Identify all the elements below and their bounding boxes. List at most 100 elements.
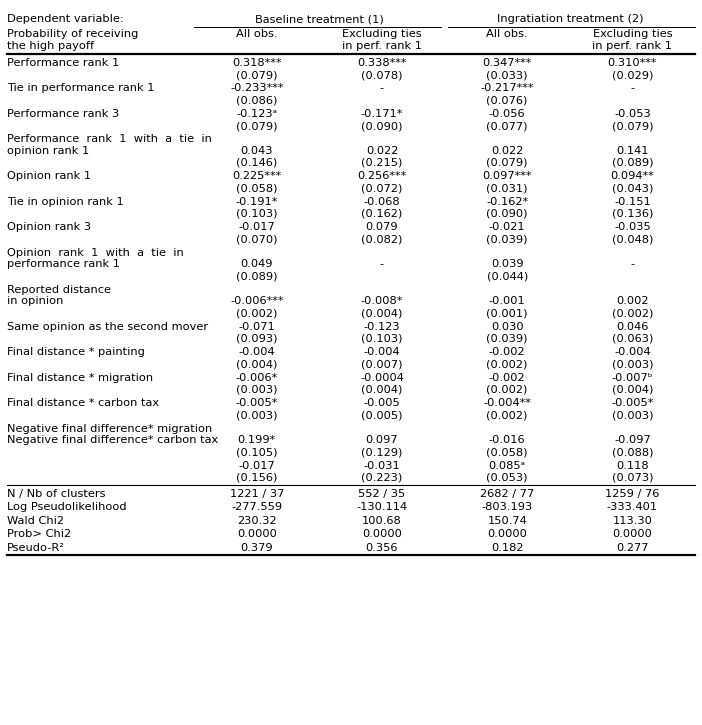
Text: (0.003): (0.003) <box>236 410 277 420</box>
Text: All obs.: All obs. <box>486 29 528 39</box>
Text: -0.071: -0.071 <box>239 322 275 331</box>
Text: -: - <box>630 260 635 269</box>
Text: -: - <box>380 83 384 94</box>
Text: 0.141: 0.141 <box>616 146 649 156</box>
Text: -0.151: -0.151 <box>614 197 651 207</box>
Text: 0.338***: 0.338*** <box>357 58 406 68</box>
Text: 0.256***: 0.256*** <box>357 171 406 181</box>
Text: -0.233***: -0.233*** <box>230 83 284 94</box>
Text: (0.103): (0.103) <box>236 209 277 219</box>
Text: (0.215): (0.215) <box>362 158 403 168</box>
Text: (0.063): (0.063) <box>611 334 653 344</box>
Text: (0.002): (0.002) <box>486 385 528 394</box>
Text: -0.005: -0.005 <box>364 398 400 408</box>
Text: (0.089): (0.089) <box>611 158 653 168</box>
Text: 0.043: 0.043 <box>241 146 273 156</box>
Text: -: - <box>630 83 635 94</box>
Text: (0.003): (0.003) <box>236 385 277 394</box>
Text: (0.146): (0.146) <box>236 158 277 168</box>
Text: -0.017: -0.017 <box>239 223 275 233</box>
Text: (0.089): (0.089) <box>236 271 277 281</box>
Text: Reported distance: Reported distance <box>7 285 111 295</box>
Text: (0.079): (0.079) <box>611 121 653 131</box>
Text: (0.090): (0.090) <box>486 209 528 219</box>
Text: 0.347***: 0.347*** <box>482 58 532 68</box>
Text: Excluding ties: Excluding ties <box>342 29 422 39</box>
Text: 0.379: 0.379 <box>241 543 273 552</box>
Text: (0.003): (0.003) <box>611 359 653 369</box>
Text: Tie in opinion rank 1: Tie in opinion rank 1 <box>7 197 124 207</box>
Text: (0.103): (0.103) <box>362 334 403 344</box>
Text: (0.007): (0.007) <box>362 359 403 369</box>
Text: (0.004): (0.004) <box>362 308 403 318</box>
Text: -0.017: -0.017 <box>239 460 275 471</box>
Text: (0.043): (0.043) <box>611 183 653 194</box>
Text: -130.114: -130.114 <box>357 502 408 513</box>
Text: (0.031): (0.031) <box>486 183 528 194</box>
Text: in opinion: in opinion <box>7 297 63 306</box>
Text: -0.005*: -0.005* <box>611 398 654 408</box>
Text: Ingratiation treatment (2): Ingratiation treatment (2) <box>496 14 643 25</box>
Text: -0.002: -0.002 <box>489 347 526 357</box>
Text: (0.090): (0.090) <box>362 121 403 131</box>
Text: 0.0000: 0.0000 <box>612 529 652 539</box>
Text: Opinion rank 1: Opinion rank 1 <box>7 171 91 181</box>
Text: (0.004): (0.004) <box>611 385 653 394</box>
Text: 0.049: 0.049 <box>241 260 273 269</box>
Text: -0.0004: -0.0004 <box>360 373 404 383</box>
Text: (0.223): (0.223) <box>362 473 402 483</box>
Text: -0.053: -0.053 <box>614 109 651 119</box>
Text: Excluding ties: Excluding ties <box>592 29 673 39</box>
Text: 100.68: 100.68 <box>362 515 402 526</box>
Text: 1221 / 37: 1221 / 37 <box>230 489 284 499</box>
Text: 230.32: 230.32 <box>237 515 277 526</box>
Text: 0.094**: 0.094** <box>611 171 654 181</box>
Text: (0.033): (0.033) <box>486 70 528 80</box>
Text: 0.002: 0.002 <box>616 297 649 306</box>
Text: 0.097: 0.097 <box>366 435 398 445</box>
Text: Prob> Chi2: Prob> Chi2 <box>7 529 71 539</box>
Text: 2682 / 77: 2682 / 77 <box>480 489 534 499</box>
Text: (0.003): (0.003) <box>611 410 653 420</box>
Text: Pseudo-R²: Pseudo-R² <box>7 543 65 552</box>
Text: (0.079): (0.079) <box>236 70 277 80</box>
Text: 0.277: 0.277 <box>616 543 649 552</box>
Text: in perf. rank 1: in perf. rank 1 <box>592 41 673 51</box>
Text: Negative final difference* carbon tax: Negative final difference* carbon tax <box>7 435 218 445</box>
Text: -0.123: -0.123 <box>364 322 400 331</box>
Text: 0.0000: 0.0000 <box>237 529 277 539</box>
Text: (0.129): (0.129) <box>362 447 403 457</box>
Text: -0.031: -0.031 <box>364 460 400 471</box>
Text: (0.004): (0.004) <box>362 385 403 394</box>
Text: the high payoff: the high payoff <box>7 41 94 51</box>
Text: (0.002): (0.002) <box>486 410 528 420</box>
Text: 0.199*: 0.199* <box>237 435 276 445</box>
Text: -0.004: -0.004 <box>364 347 400 357</box>
Text: Same opinion as the second mover: Same opinion as the second mover <box>7 322 208 331</box>
Text: N / Nb of clusters: N / Nb of clusters <box>7 489 105 499</box>
Text: Performance rank 1: Performance rank 1 <box>7 58 119 68</box>
Text: -0.006***: -0.006*** <box>230 297 284 306</box>
Text: -333.401: -333.401 <box>607 502 658 513</box>
Text: -0.004**: -0.004** <box>483 398 531 408</box>
Text: (0.072): (0.072) <box>362 183 403 194</box>
Text: (0.058): (0.058) <box>236 183 277 194</box>
Text: (0.002): (0.002) <box>611 308 653 318</box>
Text: 0.225***: 0.225*** <box>232 171 282 181</box>
Text: performance rank 1: performance rank 1 <box>7 260 120 269</box>
Text: All obs.: All obs. <box>236 29 277 39</box>
Text: Log Pseudolikelihood: Log Pseudolikelihood <box>7 502 126 513</box>
Text: Probability of receiving: Probability of receiving <box>7 29 138 39</box>
Text: (0.029): (0.029) <box>611 70 653 80</box>
Text: in perf. rank 1: in perf. rank 1 <box>342 41 422 51</box>
Text: 0.0000: 0.0000 <box>487 529 527 539</box>
Text: (0.078): (0.078) <box>362 70 403 80</box>
Text: (0.002): (0.002) <box>236 308 277 318</box>
Text: 0.039: 0.039 <box>491 260 524 269</box>
Text: 552 / 35: 552 / 35 <box>358 489 406 499</box>
Text: 0.310***: 0.310*** <box>608 58 657 68</box>
Text: 0.022: 0.022 <box>366 146 398 156</box>
Text: (0.079): (0.079) <box>486 158 528 168</box>
Text: 0.118: 0.118 <box>616 460 649 471</box>
Text: 113.30: 113.30 <box>612 515 652 526</box>
